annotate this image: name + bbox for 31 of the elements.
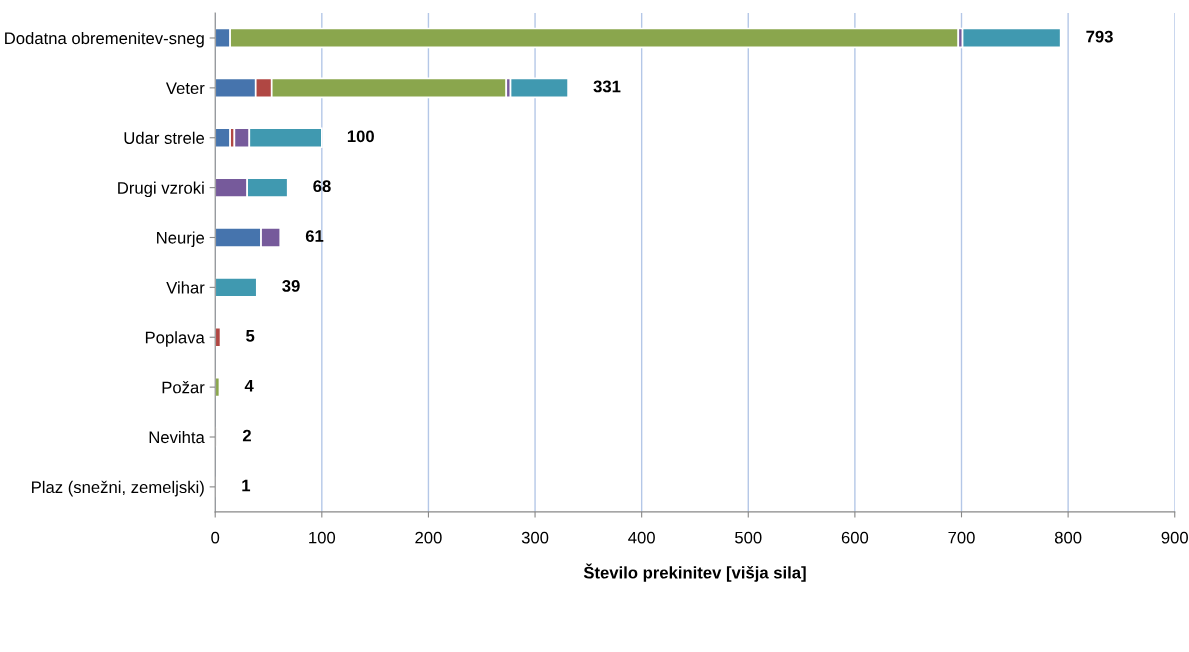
total-label: 1 [242,479,251,492]
total-label: 4 [244,379,254,392]
y-tick-label: Poplava [145,331,205,347]
total-label: 5 [246,330,255,342]
total-label: 68 [313,180,331,193]
x-tick-label: 700 [948,531,975,544]
x-tick-label: 800 [1054,531,1082,544]
x-tick-label: 900 [1161,531,1188,544]
y-tick-label: Nevihta [149,430,205,444]
x-tick-label: 0 [211,531,220,544]
y-tick-label: Neurje [157,231,205,247]
x-tick-label: 300 [521,531,549,544]
total-label: 331 [593,80,621,93]
total-label: 39 [282,280,300,292]
x-tick-label: 400 [628,531,655,544]
total-label: 793 [1086,30,1113,43]
y-tick-label: Udar strele [124,131,205,144]
y-tick-label: Drugi vzroki [118,181,204,198]
y-tick-label: Veter [165,82,205,95]
y-tick-label: Vihar [166,281,205,294]
x-tick-label: 100 [309,531,336,544]
x-tick-label: 200 [415,531,442,544]
x-axis-title: Število prekinitev [višja sila] [583,563,806,582]
y-tick-label: Plaz (snežni, zemeljski) [32,480,204,497]
y-tick-label: Požar [162,381,205,394]
y-tick-label: Dodatna obremenitev-sneg [5,31,204,48]
total-label: 2 [242,429,251,442]
x-tick-label: 500 [735,531,762,544]
x-tick-label: 600 [841,531,869,544]
total-label: 100 [347,130,374,143]
total-label: 61 [305,230,324,242]
